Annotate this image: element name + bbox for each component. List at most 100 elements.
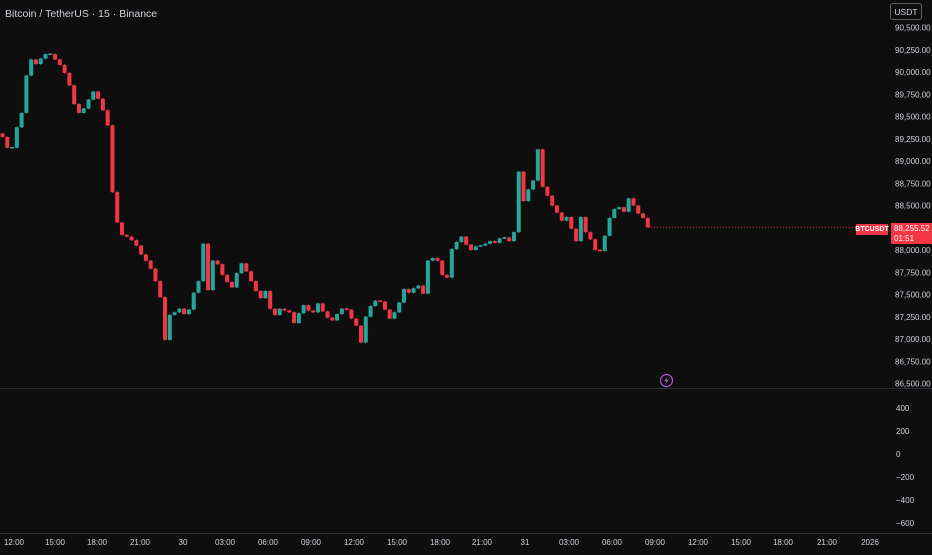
candle-body: [206, 243, 211, 291]
candle-body: [511, 232, 516, 242]
candle-body: [0, 133, 5, 137]
candle-body: [569, 217, 574, 229]
time-axis-tick: 03:00: [559, 538, 580, 547]
candle-body: [564, 217, 569, 221]
time-axis-tick: 15:00: [731, 538, 752, 547]
candle-body: [454, 241, 459, 250]
candle-body: [148, 260, 153, 269]
candle-body: [263, 290, 268, 299]
candle-body: [172, 312, 177, 315]
last-price-label: 88,255.52 01:51: [891, 223, 932, 244]
candle-body: [354, 318, 359, 326]
time-axis-tick: 12:00: [344, 538, 365, 547]
candle-body: [249, 271, 254, 282]
candle-body: [105, 110, 110, 126]
candle-body: [268, 290, 273, 309]
time-axis-tick: 09:00: [645, 538, 666, 547]
candle-body: [636, 205, 641, 214]
candle-body: [598, 249, 602, 252]
time-axis-tick: 18:00: [87, 538, 108, 547]
lightning-icon[interactable]: [659, 373, 674, 388]
volume-axis-tick: −200: [896, 473, 915, 482]
candle-body: [129, 236, 134, 241]
price-axis-tick: 87,000.00: [895, 335, 931, 344]
candle-body: [272, 308, 277, 315]
time-axis-tick: 06:00: [258, 538, 279, 547]
price-axis-tick: 90,500.00: [895, 24, 931, 33]
candle-body: [29, 59, 34, 76]
candle-body: [440, 260, 445, 275]
time-axis-tick: 31: [521, 538, 530, 547]
candle-body: [578, 217, 583, 242]
candle-body: [397, 302, 402, 313]
price-axis-tick: 89,000.00: [895, 157, 931, 166]
candle-body: [339, 308, 344, 315]
candle-body: [373, 300, 378, 307]
candle-body: [100, 98, 105, 111]
candle-body: [641, 213, 646, 218]
candle-body: [378, 300, 383, 302]
candle-body: [14, 127, 19, 148]
candle-body: [483, 243, 488, 246]
currency-button[interactable]: USDT: [890, 3, 922, 20]
candle-body: [368, 306, 373, 317]
symbol-price-tag: BTCUSDT: [855, 224, 889, 235]
time-axis-tick: 18:00: [430, 538, 451, 547]
candle-body: [602, 235, 607, 251]
candle-body: [502, 237, 507, 239]
candle-body: [320, 303, 325, 312]
volume-axis-tick: 0: [896, 450, 901, 459]
candle-body: [335, 314, 340, 321]
candle-body: [306, 305, 311, 311]
candle-body: [382, 301, 387, 310]
candle-body: [406, 289, 411, 293]
candle-body: [507, 237, 512, 242]
candle-body: [554, 205, 559, 213]
candle-body: [225, 274, 230, 283]
candle-body: [607, 217, 612, 236]
candle-body: [478, 245, 483, 247]
candle-body: [38, 58, 43, 64]
candle-body: [177, 308, 182, 313]
candle-body: [120, 222, 124, 235]
candle-body: [545, 186, 550, 196]
candle-body: [435, 258, 440, 261]
candle-body: [516, 171, 521, 233]
candle-body: [473, 246, 478, 250]
candle-body: [91, 91, 96, 100]
candle-body: [81, 108, 86, 113]
time-axis-tick: 03:00: [215, 538, 236, 547]
price-axis-tick: 87,250.00: [895, 313, 931, 322]
candle-body: [139, 245, 144, 255]
candle-body: [134, 240, 139, 246]
candle-body: [315, 303, 320, 313]
candle-body: [621, 207, 626, 212]
bar-countdown: 01:51: [894, 234, 915, 243]
time-axis-tick: 30: [179, 538, 188, 547]
candle-body: [459, 236, 464, 242]
price-axis-tick: 90,250.00: [895, 46, 931, 55]
candle-body: [234, 273, 239, 288]
candle-body: [574, 228, 579, 242]
candle-body: [292, 312, 297, 323]
candle-body: [588, 232, 593, 240]
candle-body: [220, 264, 225, 275]
time-axis-tick: 21:00: [472, 538, 493, 547]
candle-body: [359, 325, 363, 343]
candle-body: [201, 243, 206, 282]
candle-body: [526, 189, 531, 202]
candle-body: [617, 207, 622, 210]
candle-body: [186, 309, 191, 315]
price-axis-tick: 88,500.00: [895, 202, 931, 211]
candle-body: [416, 285, 421, 289]
candle-body: [464, 236, 469, 245]
candle-body: [124, 234, 129, 237]
candle-body: [53, 54, 58, 60]
candle-body: [535, 149, 540, 181]
candle-body: [153, 268, 158, 282]
symbol-legend-title[interactable]: Bitcoin / TetherUS · 15 · Binance: [5, 8, 158, 20]
candle-body: [33, 59, 38, 64]
candle-body: [559, 212, 564, 221]
